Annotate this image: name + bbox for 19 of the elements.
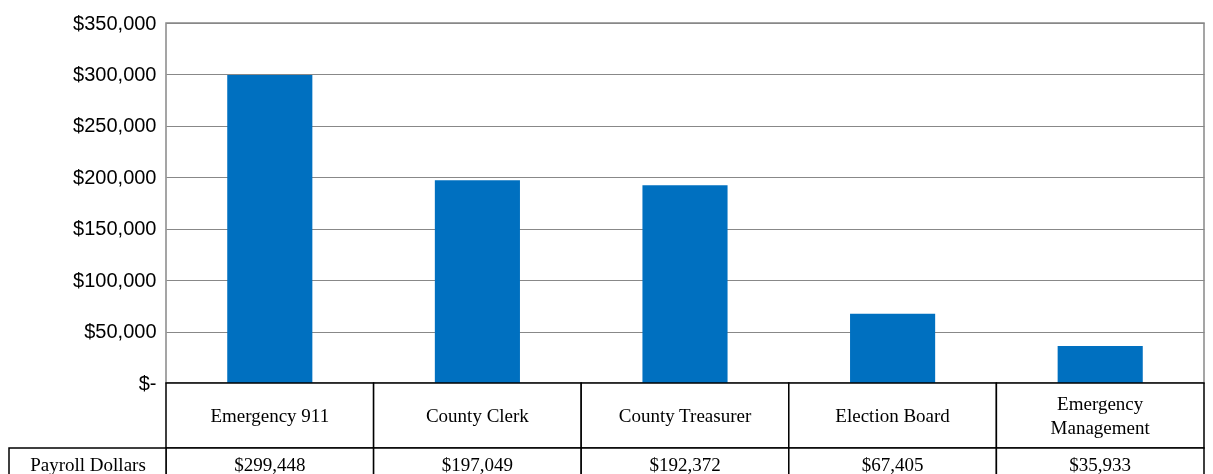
x-tick-label: County Clerk bbox=[425, 404, 530, 426]
y-tick-label: $150,000 bbox=[73, 217, 157, 240]
x-tick-label: Election Board bbox=[835, 404, 951, 426]
y-tick-label: $200,000 bbox=[73, 165, 157, 188]
data-label: $67,405 bbox=[861, 454, 924, 474]
y-tick-label: $50,000 bbox=[84, 320, 157, 343]
data-label: $192,372 bbox=[649, 454, 721, 474]
data-label: $197,049 bbox=[441, 454, 514, 474]
y-tick-label: $350,000 bbox=[73, 11, 157, 34]
data-label: $35,933 bbox=[1069, 454, 1132, 474]
y-tick-label: $300,000 bbox=[73, 62, 157, 85]
y-tick-label: $- bbox=[138, 371, 157, 394]
data-label: $299,448 bbox=[234, 454, 306, 474]
x-tick-label: Emergency 911 bbox=[210, 404, 330, 426]
x-tick-label: Emergency Management bbox=[1050, 392, 1151, 438]
y-tick-label: $250,000 bbox=[73, 114, 157, 137]
bar bbox=[1057, 346, 1143, 383]
x-tick-label: County Treasurer bbox=[618, 404, 752, 426]
y-tick-label: $100,000 bbox=[73, 268, 157, 291]
